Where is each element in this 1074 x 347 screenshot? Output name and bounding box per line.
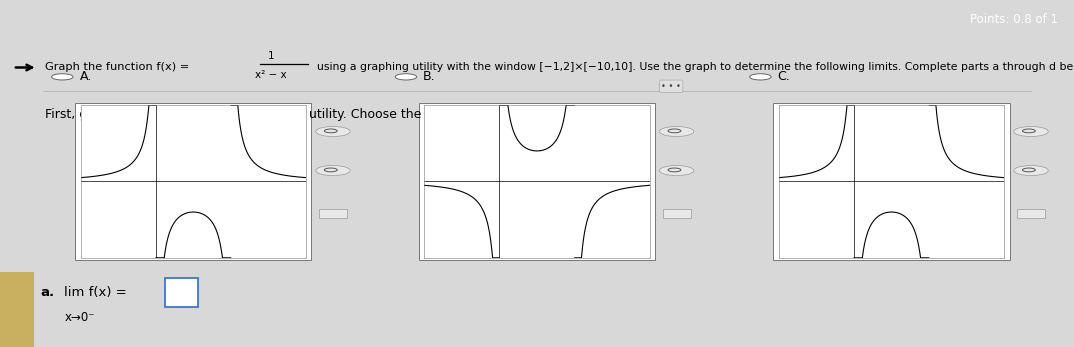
FancyBboxPatch shape (75, 103, 311, 260)
Circle shape (1014, 166, 1048, 176)
FancyBboxPatch shape (773, 103, 1010, 260)
Text: C.: C. (778, 70, 790, 83)
Circle shape (659, 166, 694, 176)
Text: A.: A. (79, 70, 91, 83)
Circle shape (316, 166, 350, 176)
Circle shape (316, 127, 350, 136)
FancyBboxPatch shape (0, 272, 34, 347)
Text: a.: a. (41, 286, 55, 299)
FancyBboxPatch shape (663, 209, 691, 218)
FancyBboxPatch shape (1017, 209, 1045, 218)
Text: lim f(x) =: lim f(x) = (64, 286, 127, 299)
Text: 1: 1 (267, 51, 274, 61)
Circle shape (1014, 127, 1048, 136)
FancyBboxPatch shape (419, 103, 655, 260)
FancyBboxPatch shape (165, 278, 198, 307)
Circle shape (750, 74, 771, 80)
Text: using a graphing utility with the window [−1,2]×[−10,10]. Use the graph to deter: using a graphing utility with the window… (317, 62, 1074, 73)
Circle shape (395, 74, 417, 80)
FancyBboxPatch shape (319, 209, 347, 218)
Text: First, graph the function using a graphing utility. Choose the correct graph bel: First, graph the function using a graphi… (45, 108, 554, 121)
Text: Graph the function f(x) =: Graph the function f(x) = (45, 62, 193, 73)
Circle shape (52, 74, 73, 80)
Text: x→0⁻: x→0⁻ (64, 311, 95, 324)
Text: B.: B. (423, 70, 436, 83)
Circle shape (659, 127, 694, 136)
Text: Points: 0.8 of 1: Points: 0.8 of 1 (970, 12, 1058, 26)
Text: x² − x: x² − x (255, 70, 287, 80)
Text: • • •: • • • (662, 82, 681, 91)
